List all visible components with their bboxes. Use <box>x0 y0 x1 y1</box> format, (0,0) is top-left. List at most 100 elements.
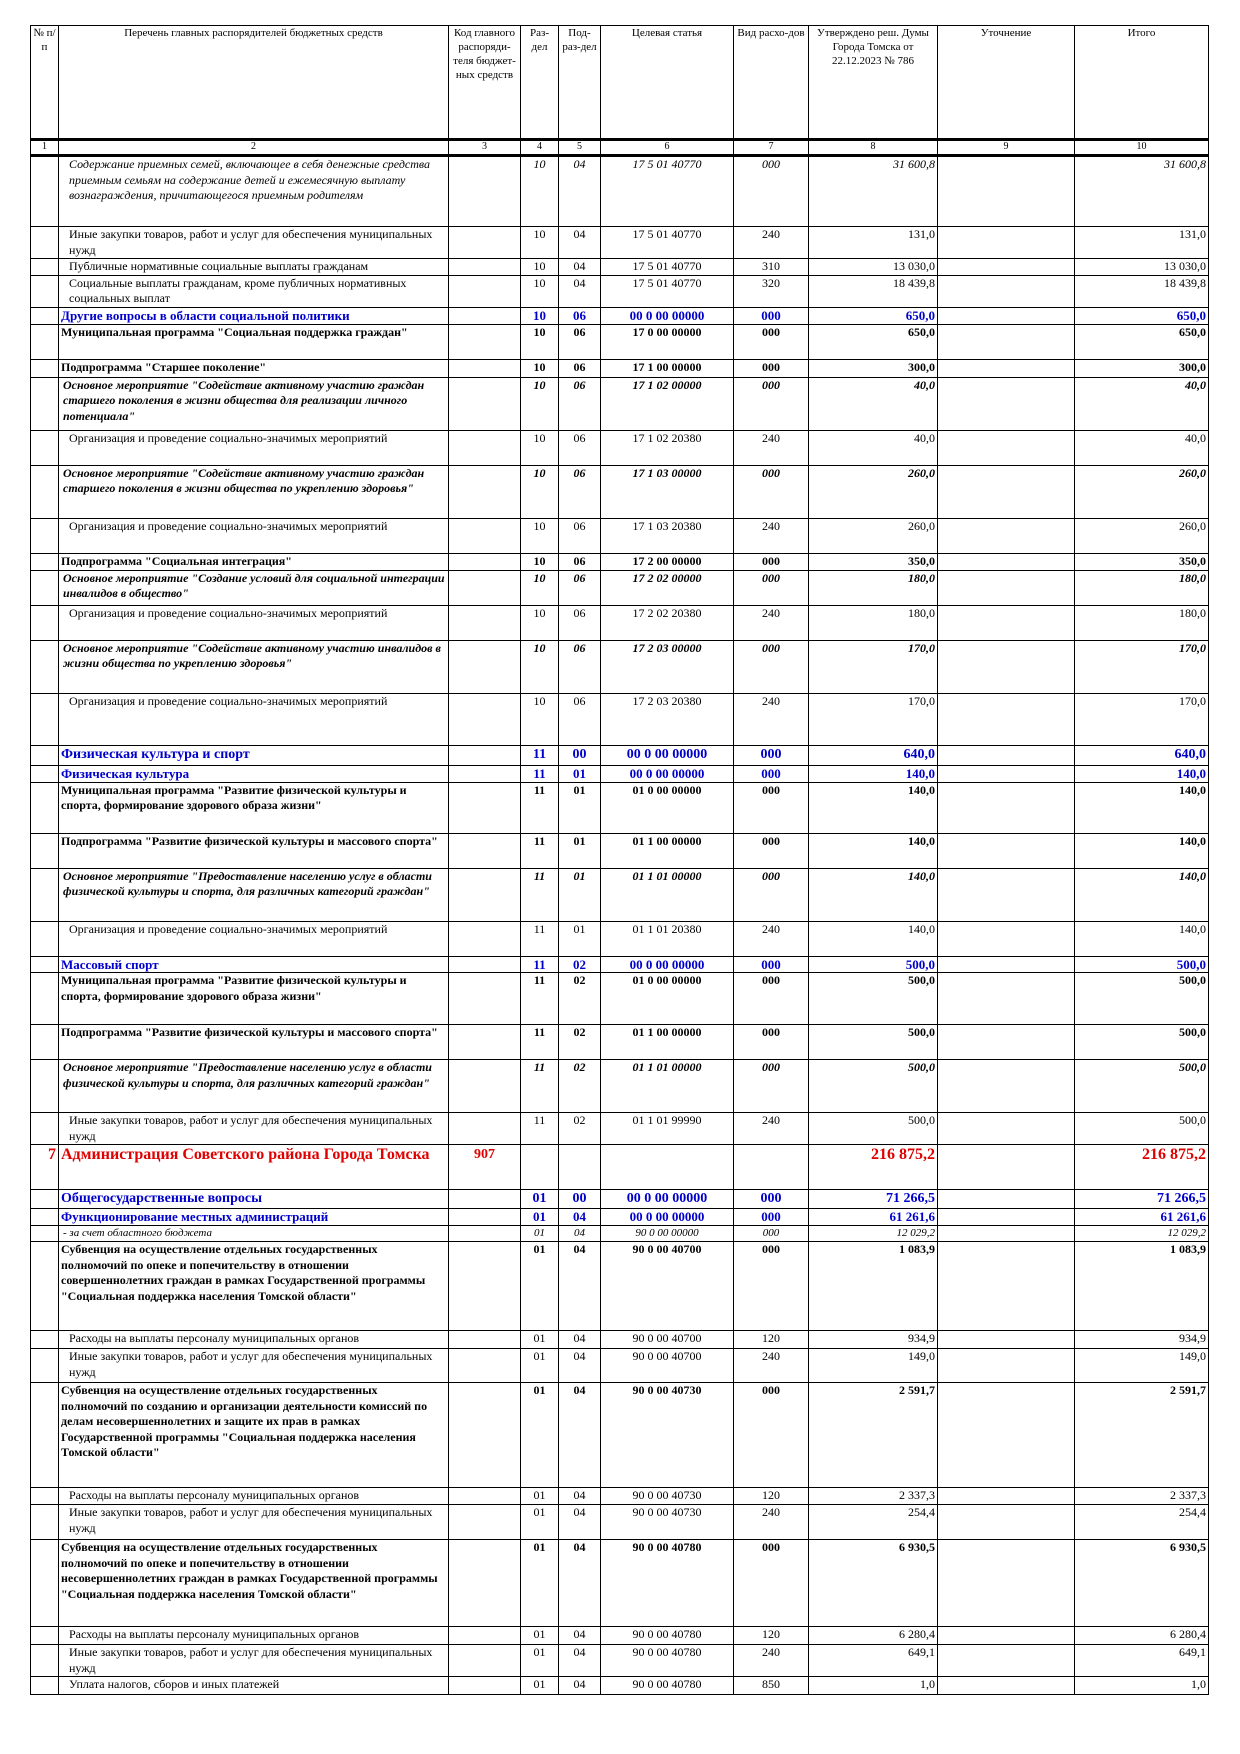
subsection: 02 <box>558 972 601 1025</box>
subsection: 02 <box>558 955 601 973</box>
total-amount: 180,0 <box>1074 604 1209 641</box>
adjustment <box>937 155 1075 227</box>
section: 01 <box>520 1626 559 1645</box>
approved-amount: 140,0 <box>808 832 938 869</box>
row-number <box>30 972 59 1025</box>
admin-code <box>448 1626 521 1645</box>
approved-amount: 6 280,4 <box>808 1626 938 1645</box>
table-row: Функционирование местных администраций 01… <box>30 1208 1209 1226</box>
target-article: 90 0 00 40700 <box>600 1348 734 1383</box>
row-number <box>30 692 59 746</box>
item-name: Муниципальная программа "Социальная подд… <box>58 323 449 360</box>
table-row: Основное мероприятие "Содействие активно… <box>30 376 1209 431</box>
row-number <box>30 517 59 554</box>
section: 10 <box>520 604 559 641</box>
section: 11 <box>520 955 559 973</box>
target-article: 00 0 00 00000 <box>600 744 734 766</box>
adjustment <box>937 1144 1075 1190</box>
adjustment <box>937 464 1075 519</box>
expense-kind: 000 <box>733 323 809 360</box>
expense-kind: 850 <box>733 1676 809 1695</box>
subsection: 04 <box>558 1208 601 1226</box>
table-row: Иные закупки товаров, работ и услуг для … <box>30 1112 1209 1145</box>
table-row: Иные закупки товаров, работ и услуг для … <box>30 226 1209 259</box>
expense-kind: 240 <box>733 517 809 554</box>
expense-kind: 000 <box>733 1208 809 1226</box>
approved-amount: 1,0 <box>808 1676 938 1695</box>
item-name: Подпрограмма "Социальная интеграция" <box>58 552 449 571</box>
subsection: 06 <box>558 517 601 554</box>
item-name: Общегосударственные вопросы <box>58 1189 449 1209</box>
total-amount: 13 030,0 <box>1074 258 1209 276</box>
subsection: 04 <box>558 1539 601 1627</box>
admin-code <box>448 464 521 519</box>
total-amount: 140,0 <box>1074 867 1209 922</box>
subsection: 06 <box>558 429 601 466</box>
row-number <box>30 1676 59 1695</box>
expense-kind: 000 <box>733 306 809 325</box>
total-amount: 254,4 <box>1074 1504 1209 1540</box>
admin-code <box>448 764 521 783</box>
item-name: Иные закупки товаров, работ и услуг для … <box>58 1348 449 1383</box>
row-number <box>30 569 59 606</box>
adjustment <box>937 1330 1075 1349</box>
table-row: Иные закупки товаров, работ и услуг для … <box>30 1348 1209 1383</box>
subsection: 01 <box>558 920 601 957</box>
adjustment <box>937 764 1075 783</box>
expense-kind: 240 <box>733 692 809 746</box>
admin-code <box>448 1539 521 1627</box>
row-number <box>30 376 59 431</box>
total-amount: 500,0 <box>1074 1112 1209 1145</box>
row-number <box>30 1189 59 1209</box>
target-article: 01 1 01 00000 <box>600 867 734 922</box>
expense-kind: 000 <box>733 955 809 973</box>
item-name: Другие вопросы в области социальной поли… <box>58 306 449 325</box>
total-amount: 40,0 <box>1074 429 1209 466</box>
target-article: 00 0 00 00000 <box>600 306 734 325</box>
target-article: 17 5 01 40770 <box>600 155 734 227</box>
subsection: 04 <box>558 1487 601 1505</box>
approved-amount: 649,1 <box>808 1644 938 1677</box>
approved-amount: 500,0 <box>808 1059 938 1113</box>
row-number <box>30 604 59 641</box>
total-amount: 650,0 <box>1074 323 1209 360</box>
row-number <box>30 781 59 834</box>
table-row: Физическая культура и спорт 11 00 00 0 00 0… <box>30 744 1209 766</box>
approved-amount: 500,0 <box>808 1024 938 1060</box>
column-header: № п/п <box>30 25 59 140</box>
table-row: Основное мероприятие "Предоставление нас… <box>30 867 1209 922</box>
total-amount: 350,0 <box>1074 552 1209 571</box>
admin-code <box>448 639 521 694</box>
table-row: Расходы на выплаты персоналу муниципальн… <box>30 1626 1209 1645</box>
target-article: 90 0 00 40730 <box>600 1504 734 1540</box>
section: 11 <box>520 1059 559 1113</box>
admin-code: 907 <box>448 1144 521 1190</box>
section: 01 <box>520 1330 559 1349</box>
expense-kind: 240 <box>733 1348 809 1383</box>
item-name: Организация и проведение социально-значи… <box>58 692 449 746</box>
expense-kind: 000 <box>733 972 809 1025</box>
target-article: 90 0 00 40730 <box>600 1382 734 1488</box>
header-row: № п/п Перечень главных распорядителей бюд… <box>30 25 1209 140</box>
adjustment <box>937 1112 1075 1145</box>
total-amount: 500,0 <box>1074 955 1209 973</box>
row-number <box>30 1504 59 1540</box>
column-number-row: 1 2 3 4 5 6 7 8 9 10 <box>30 138 1209 157</box>
target-article: 17 0 00 00000 <box>600 323 734 360</box>
admin-code <box>448 867 521 922</box>
target-article: 00 0 00 00000 <box>600 1208 734 1226</box>
section: 01 <box>520 1539 559 1627</box>
target-article: 17 1 03 00000 <box>600 464 734 519</box>
expense-kind: 240 <box>733 1644 809 1677</box>
expense-kind: 000 <box>733 155 809 227</box>
item-name: Администрация Советского района Города Т… <box>58 1144 449 1190</box>
total-amount: 640,0 <box>1074 744 1209 766</box>
adjustment <box>937 429 1075 466</box>
approved-amount: 40,0 <box>808 376 938 431</box>
row-number <box>30 1024 59 1060</box>
total-amount: 1,0 <box>1074 1676 1209 1695</box>
item-name: Субвенция на осуществление отдельных гос… <box>58 1382 449 1488</box>
item-name: Подпрограмма "Старшее поколение" <box>58 358 449 378</box>
table-row: 7 Администрация Советского района Города … <box>30 1144 1209 1190</box>
total-amount: 12 029,2 <box>1074 1225 1209 1242</box>
